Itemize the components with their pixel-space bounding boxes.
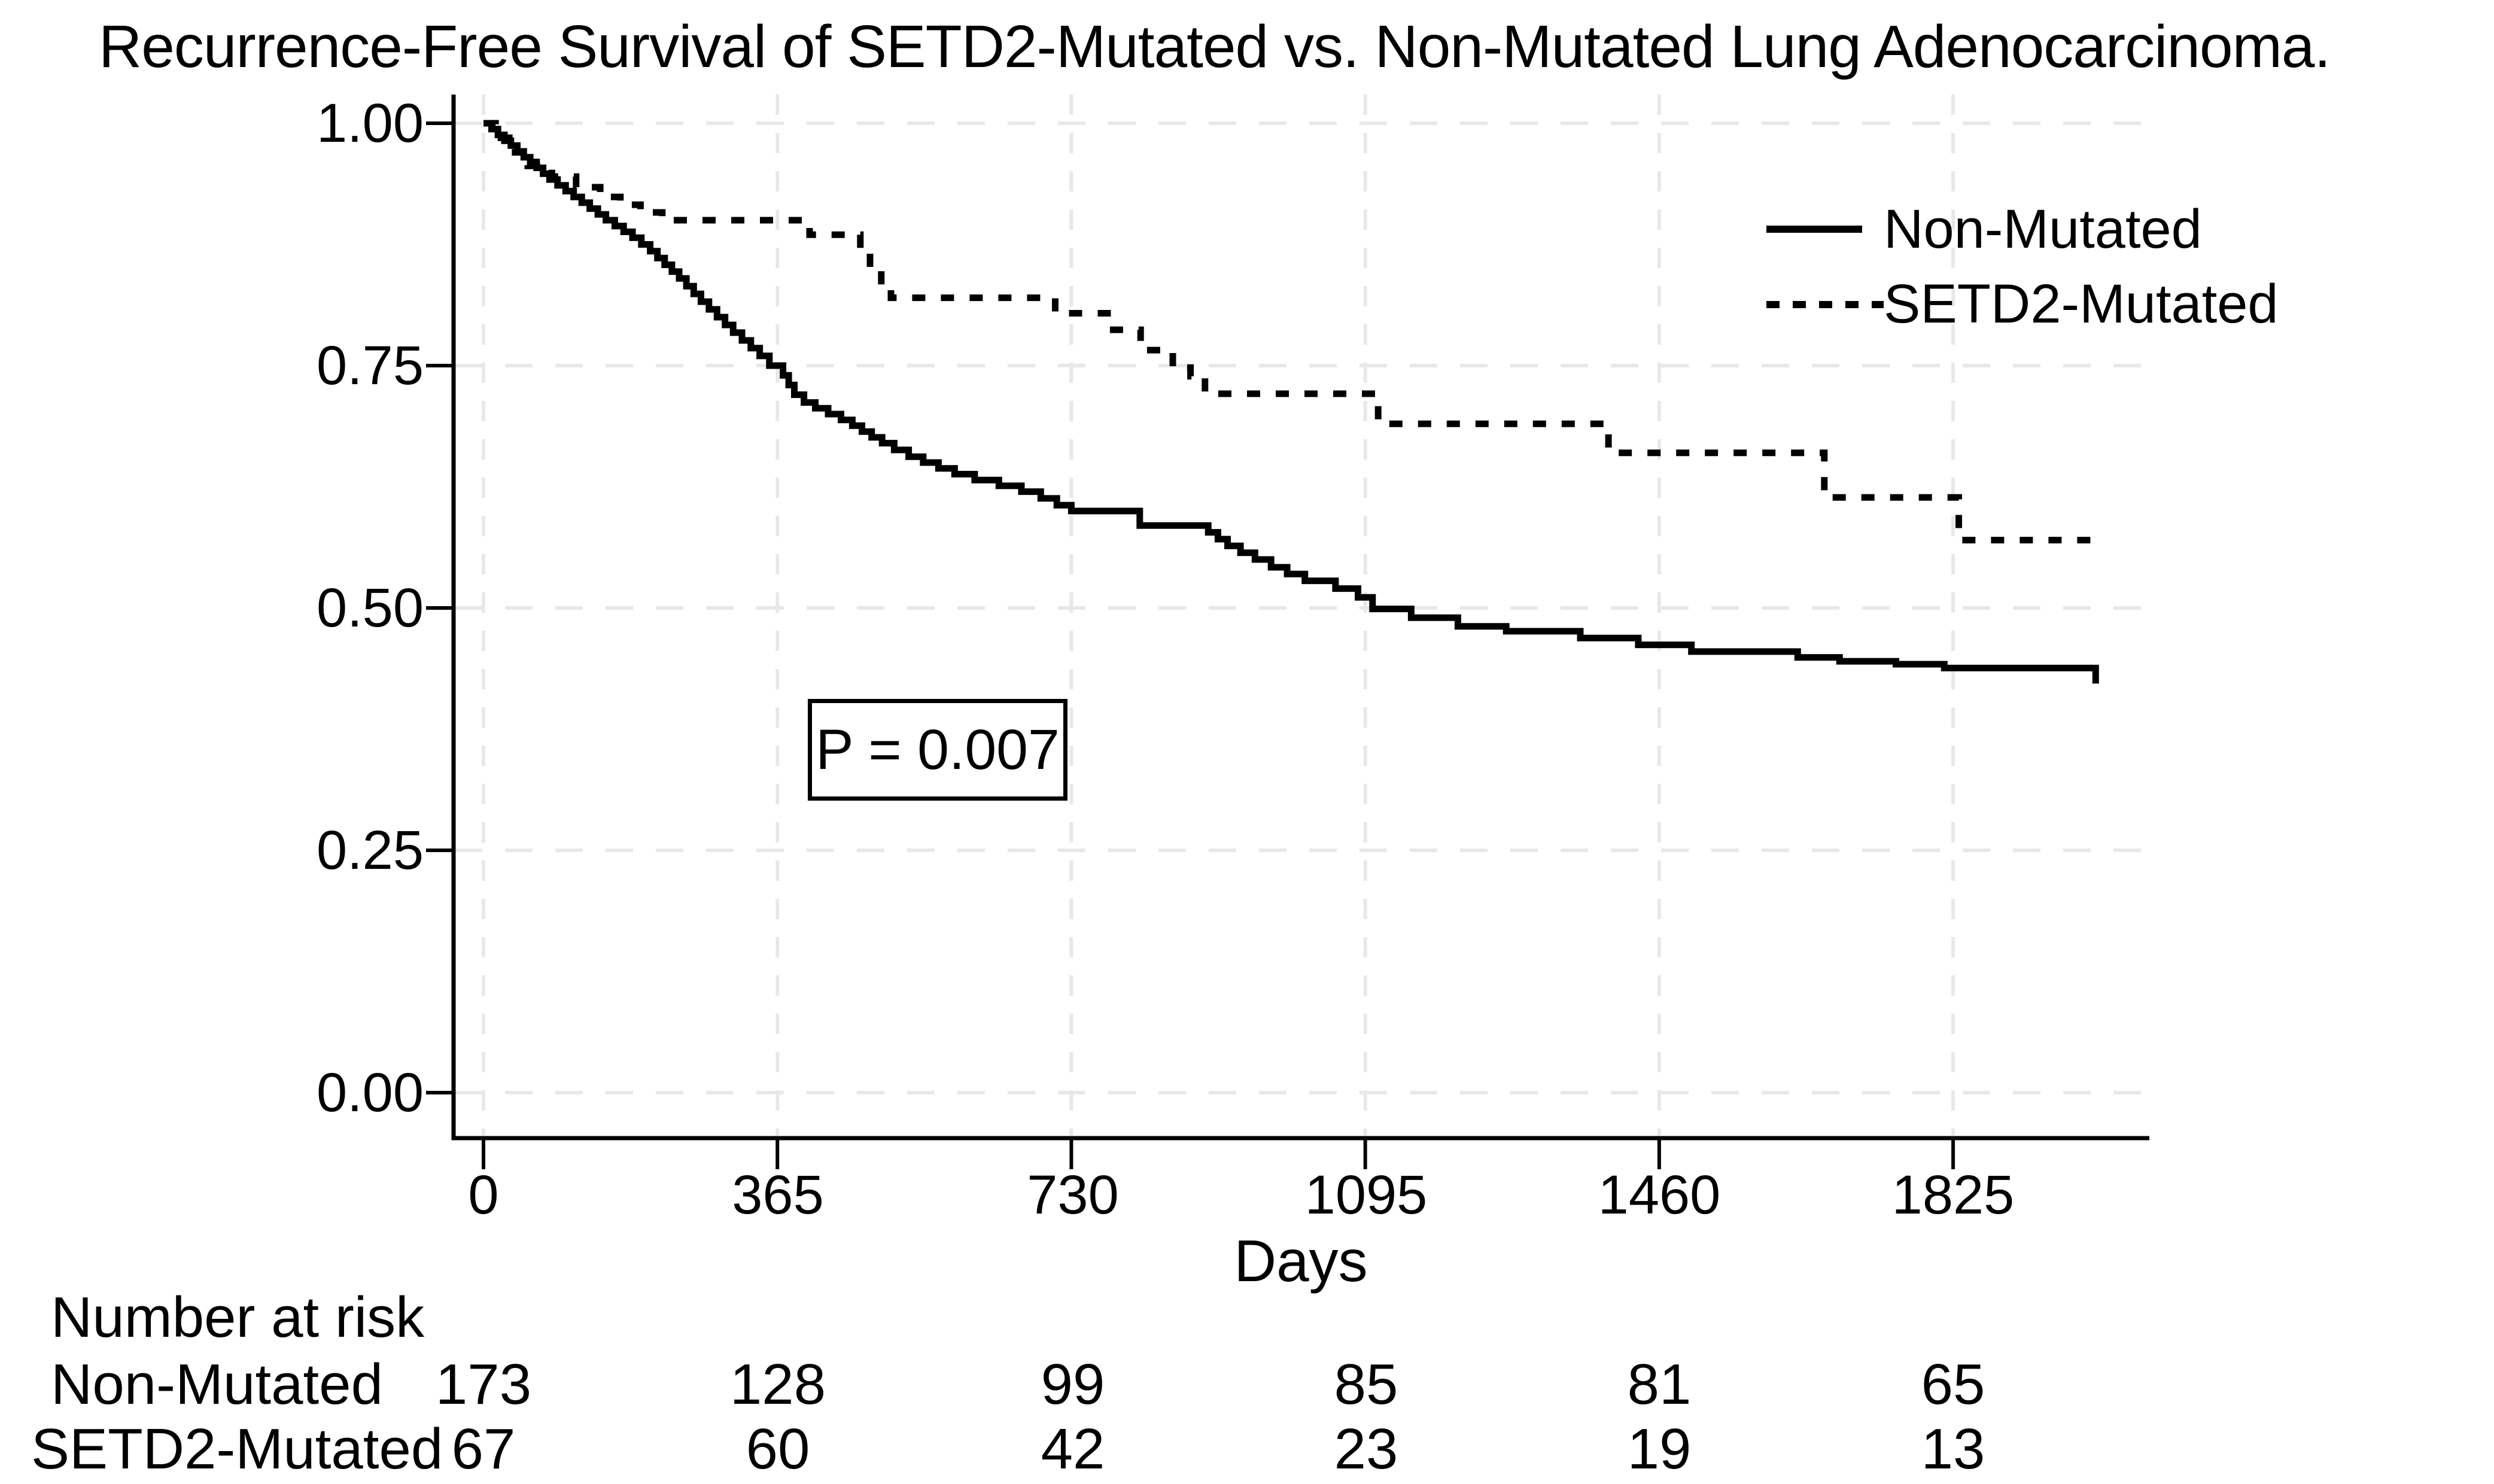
y-tick-label-1.00: 1.00: [316, 93, 424, 154]
legend-line-dotted-icon: [1766, 301, 1884, 308]
risk-count-non-mutated-730: 99: [1041, 1352, 1105, 1416]
risk-count-non-mutated-1095: 85: [1334, 1352, 1398, 1416]
risk-count-setd2-mutated-1095: 23: [1334, 1417, 1398, 1481]
x-tick-label-1825: 1825: [1891, 1164, 2015, 1225]
risk-count-non-mutated-1460: 81: [1627, 1352, 1692, 1416]
legend-label-setd2-mutated: SETD2-Mutated: [1884, 273, 2279, 334]
risk-count-setd2-mutated-1825: 13: [1921, 1417, 1985, 1481]
p-value-box: P = 0.007: [808, 699, 1067, 801]
y-tick-label-0.25: 0.25: [316, 820, 424, 881]
x-tick-label-0: 0: [468, 1164, 499, 1225]
x-tick-label-1460: 1460: [1598, 1164, 1721, 1225]
risk-count-setd2-mutated-1460: 19: [1627, 1417, 1692, 1481]
risk-count-non-mutated-0: 173: [435, 1352, 532, 1416]
risk-table-header: Number at risk: [51, 1285, 425, 1349]
risk-count-non-mutated-1825: 65: [1921, 1352, 1985, 1416]
chart-title: Recurrence-Free Survival of SETD2-Mutate…: [99, 13, 2331, 80]
x-tick-label-1095: 1095: [1304, 1164, 1428, 1225]
x-tick-label-730: 730: [1027, 1164, 1119, 1225]
risk-count-setd2-mutated-730: 42: [1041, 1417, 1105, 1481]
y-tick-label-0.00: 0.00: [316, 1062, 424, 1123]
p-value-text: P = 0.007: [816, 717, 1060, 781]
legend-label-non-mutated: Non-Mutated: [1884, 199, 2202, 260]
km-curve-setd2-mutated: [483, 120, 2091, 544]
x-tick-label-365: 365: [732, 1164, 824, 1225]
risk-count-non-mutated-365: 128: [729, 1352, 826, 1416]
km-curve-non-mutated: [483, 120, 2099, 684]
risk-count-setd2-mutated-365: 60: [746, 1417, 810, 1481]
legend-line-solid-icon: [1766, 226, 1862, 233]
risk-count-setd2-mutated-0: 67: [451, 1417, 516, 1481]
y-tick-label-0.50: 0.50: [316, 577, 424, 638]
y-tick-label-0.75: 0.75: [316, 335, 424, 396]
risk-row-label-non-mutated: Non-Mutated: [51, 1352, 383, 1416]
x-axis-title: Days: [1234, 1228, 1368, 1294]
risk-row-label-setd2-mutated: SETD2-Mutated: [31, 1417, 443, 1481]
